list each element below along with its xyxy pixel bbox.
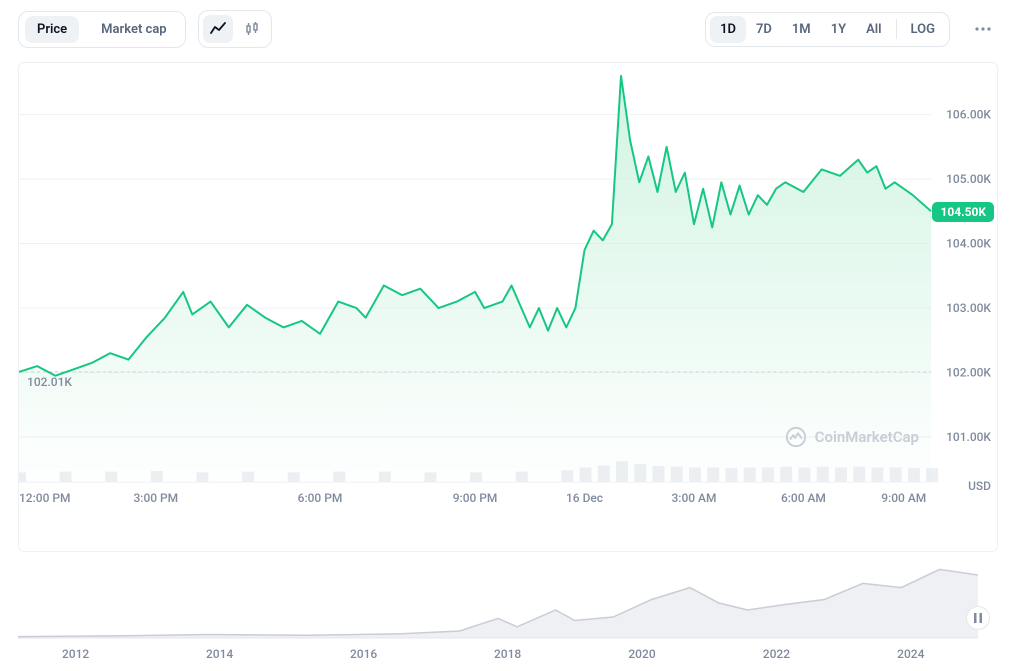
price-chart[interactable]: 106.00K 105.00K 104.00K 103.00K 102.00K 101.0… — [18, 62, 998, 552]
marketcap-tab[interactable]: Market cap — [89, 16, 178, 43]
log-toggle[interactable]: LOG — [901, 16, 945, 43]
svg-text:2014: 2014 — [206, 647, 233, 661]
range-1y[interactable]: 1Y — [821, 16, 856, 43]
chart-type-toggle — [198, 10, 272, 48]
svg-text:12:00 PM: 12:00 PM — [19, 491, 70, 505]
current-price-tag: 104.50K — [932, 202, 994, 222]
svg-text:2016: 2016 — [350, 647, 377, 661]
svg-text:9:00 PM: 9:00 PM — [453, 491, 498, 505]
watermark: CoinMarketCap — [785, 426, 919, 448]
metric-toggle: Price Market cap — [18, 11, 186, 48]
svg-text:106.00K: 106.00K — [946, 108, 991, 122]
svg-text:3:00 AM: 3:00 AM — [672, 491, 717, 505]
watermark-text: CoinMarketCap — [815, 428, 919, 446]
svg-text:2012: 2012 — [62, 647, 89, 661]
svg-text:9:00 AM: 9:00 AM — [881, 491, 926, 505]
svg-text:2020: 2020 — [628, 647, 655, 661]
svg-text:6:00 PM: 6:00 PM — [298, 491, 343, 505]
svg-text:103.00K: 103.00K — [946, 301, 991, 315]
start-price-label: 102.01K — [27, 375, 72, 389]
line-chart-icon[interactable] — [203, 15, 233, 43]
svg-text:3:00 PM: 3:00 PM — [133, 491, 178, 505]
svg-text:104.00K: 104.00K — [946, 237, 991, 251]
svg-text:2024: 2024 — [897, 647, 924, 661]
range-brush-chart[interactable]: 2012 2014 2016 2018 2020 2022 2024 — [18, 568, 998, 668]
range-1m[interactable]: 1M — [782, 16, 821, 43]
range-all[interactable]: All — [856, 16, 891, 43]
svg-text:105.00K: 105.00K — [946, 172, 991, 186]
svg-text:USD: USD — [968, 479, 991, 493]
svg-text:6:00 AM: 6:00 AM — [781, 491, 826, 505]
svg-text:2018: 2018 — [494, 647, 521, 661]
range-1d[interactable]: 1D — [710, 16, 746, 43]
more-options-icon[interactable] — [968, 14, 998, 44]
svg-text:2022: 2022 — [763, 647, 790, 661]
pause-icon[interactable] — [966, 606, 990, 630]
svg-text:101.00K: 101.00K — [946, 430, 991, 444]
candlestick-icon[interactable] — [237, 15, 267, 43]
price-tab[interactable]: Price — [25, 16, 79, 43]
separator — [896, 19, 897, 39]
range-selector: 1D7D1M1YAll LOG — [705, 12, 950, 47]
svg-text:16 Dec: 16 Dec — [566, 491, 603, 505]
svg-text:102.00K: 102.00K — [946, 366, 991, 380]
range-7d[interactable]: 7D — [746, 16, 782, 43]
